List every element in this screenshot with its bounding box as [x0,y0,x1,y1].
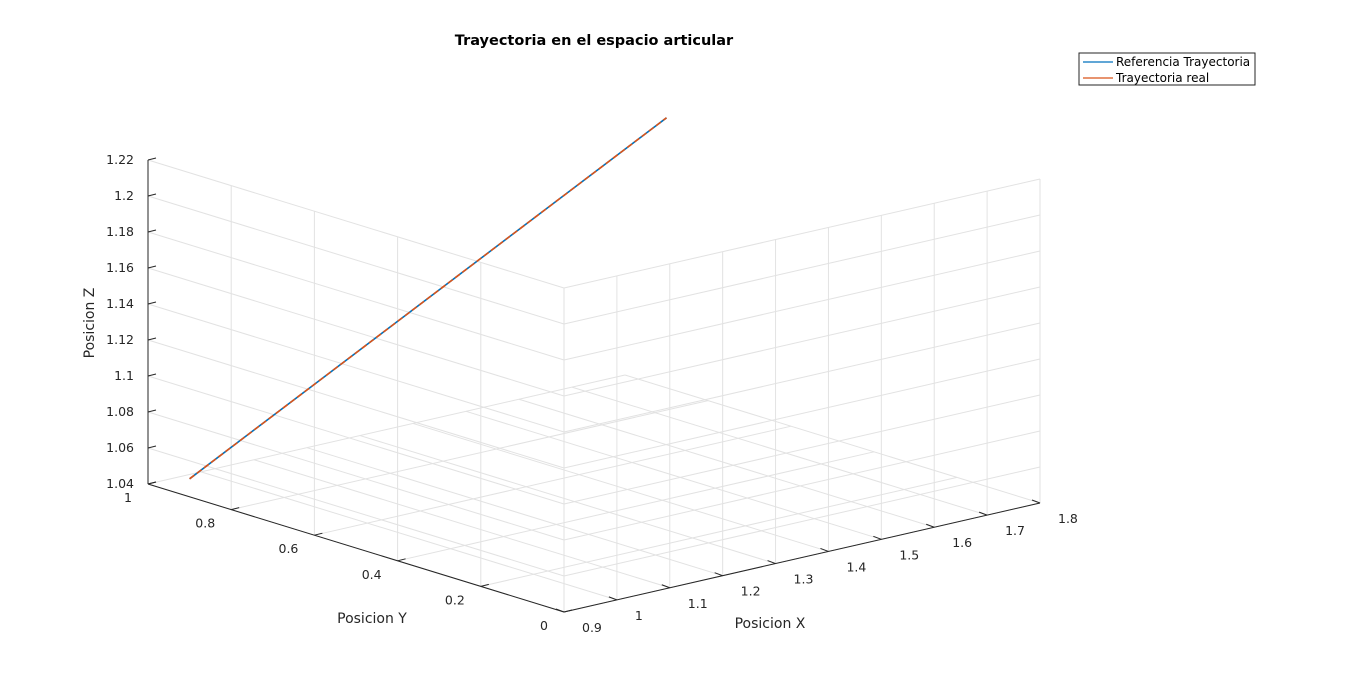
grid-line [563,178,1041,289]
grid-line [147,411,565,541]
y-tick-mark [314,532,323,536]
y-tick-label: 1 [124,490,132,505]
z-tick-label: 1.22 [106,152,134,167]
grid-line [253,459,670,589]
x-tick-mark [873,535,882,540]
legend-entry-label: Referencia Trayectoria [1116,55,1250,69]
x-tick-label: 1.8 [1058,511,1078,526]
grid-line [480,476,958,587]
axes-layer [147,157,1041,613]
z-tick-mark [147,409,157,413]
z-tick-mark [147,337,157,341]
z-tick-label: 1.12 [106,332,134,347]
legend-box [1078,52,1256,86]
y-axis-label: Posicion Y [337,611,407,627]
grid-line [306,447,723,577]
z-tick-label: 1.04 [106,476,134,491]
x-tick-mark [820,547,829,552]
z-tick-label: 1.18 [106,224,134,239]
z-tick-label: 1.2 [114,188,134,203]
z-tick-mark [147,445,157,449]
x-tick-label: 1.2 [741,584,761,599]
tick-labels: 1.04 1.06 1.08 1.1 1.12 1.14 1.16 1.18 1.2 1.22 0 0… [106,152,1078,635]
grid-line [571,386,988,516]
grid-line [147,195,565,325]
grid-line [563,394,1041,505]
grid-line [147,447,565,577]
grid-line [147,231,565,361]
grid-line [563,358,1041,469]
x-tick-mark [767,560,776,565]
x-tick-mark [608,596,618,601]
x-tick-label: 1.1 [688,596,708,611]
grid-line [563,322,1041,433]
y-tick-mark [397,558,406,562]
x-tick-label: 1.5 [899,547,919,562]
series-line-2 [189,117,667,480]
x-tick-mark [555,608,565,613]
z-tick-mark [147,193,157,197]
grid-line [147,375,565,505]
legend[interactable]: Referencia Trayectoria Trayectoria real [1078,52,1256,86]
grid-line [147,159,565,289]
series-layer [189,117,667,480]
x-tick-mark [978,511,988,516]
z-tick-mark [147,373,157,377]
grid-line [563,286,1041,397]
grid-line [465,410,882,540]
x-axis-label: Posicion X [735,616,806,632]
grid-line [359,435,776,565]
x-axis-line [563,502,1041,613]
grid-line [563,466,1041,577]
grid-line [314,425,792,536]
x-tick-mark [661,584,670,589]
y-tick-label: 0.4 [362,567,382,582]
x-tick-mark [714,572,723,577]
grid-line [200,471,618,601]
grid-line [624,374,1041,504]
grid-line [412,422,829,552]
grid-line [563,250,1041,361]
grid-line [147,339,565,469]
x-tick-label: 0.9 [582,620,602,635]
x-tick-label: 1 [635,608,643,623]
x-tick-mark [1031,499,1041,504]
x-tick-label: 1.3 [794,572,814,587]
y-axis-line [147,483,565,613]
z-tick-mark [147,301,157,305]
z-tick-label: 1.16 [106,260,134,275]
x-tick-label: 1.6 [952,535,972,550]
x-tick-label: 1.7 [1005,523,1025,538]
z-tick-label: 1.08 [106,404,134,419]
z-tick-mark [147,229,157,233]
y-tick-mark [231,507,240,511]
grid-line [147,303,565,433]
z-tick-mark [147,265,157,269]
z-tick-label: 1.06 [106,440,134,455]
y-tick-mark [480,583,489,587]
y-tick-mark [563,609,573,613]
z-axis-label: Posicion Z [82,288,98,359]
y-tick-label: 0.6 [279,541,299,556]
y-tick-label: 0.2 [445,592,465,607]
grid-line [397,451,875,562]
grid-line [563,430,1041,541]
chart-title: Trayectoria en el espacio articular [455,33,734,49]
y-tick-label: 0 [540,618,548,633]
z-tick-mark [147,157,157,161]
x-tick-label: 1.4 [846,559,866,574]
grid-line [563,214,1041,325]
grid-line [147,374,626,485]
grid-line [147,267,565,397]
x-tick-mark [926,523,935,528]
z-tick-label: 1.14 [106,296,134,311]
grid-line [231,400,709,511]
y-tick-label: 0.8 [195,516,215,531]
y-tick-mark [147,481,157,485]
z-tick-label: 1.1 [114,368,134,383]
legend-entry-label: Trayectoria real [1115,71,1209,85]
grid-line [518,398,935,528]
